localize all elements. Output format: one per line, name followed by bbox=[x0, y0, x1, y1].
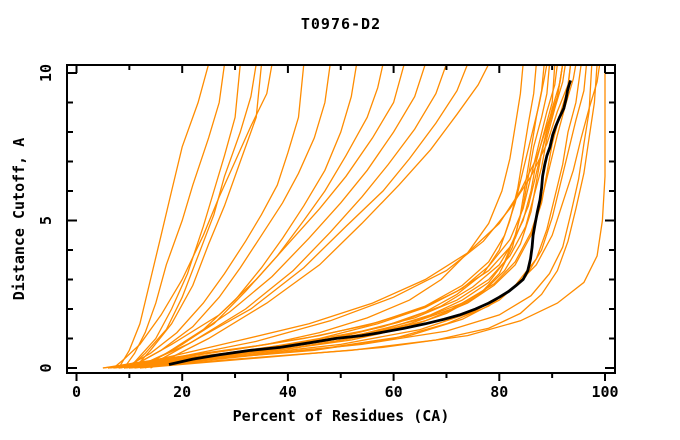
model-curve bbox=[113, 65, 588, 369]
x-tick-label: 0 bbox=[72, 383, 81, 401]
x-tick-label: 100 bbox=[591, 383, 618, 401]
tick-label-group: 0 20 40 60 80 100 0 5 10 bbox=[37, 64, 619, 401]
y-tick-label: 5 bbox=[37, 216, 55, 225]
model-curve bbox=[124, 65, 564, 369]
curve-group bbox=[102, 65, 606, 369]
model-curve bbox=[139, 65, 606, 369]
model-curve bbox=[129, 65, 598, 369]
y-tick-label: 0 bbox=[37, 363, 55, 372]
model-curve bbox=[128, 65, 405, 369]
model-curve bbox=[129, 65, 572, 369]
model-curve bbox=[128, 65, 257, 369]
reference-curve bbox=[168, 79, 572, 366]
x-tick-label: 20 bbox=[173, 383, 191, 401]
plot-border bbox=[66, 64, 616, 374]
model-curve bbox=[134, 65, 263, 369]
model-curve bbox=[134, 65, 358, 369]
model-curve bbox=[118, 65, 556, 369]
model-curve bbox=[118, 65, 210, 369]
model-curve bbox=[124, 65, 577, 369]
model-curve bbox=[102, 65, 548, 369]
model-curve bbox=[123, 65, 305, 369]
x-axis-label: Percent of Residues (CA) bbox=[233, 407, 450, 425]
model-curve bbox=[139, 65, 426, 369]
model-curve bbox=[113, 65, 566, 369]
model-curve bbox=[123, 65, 226, 369]
y-axis-label: Distance Cutoff, A bbox=[10, 138, 28, 301]
chart-title: T0976-D2 bbox=[301, 15, 381, 33]
model-curve bbox=[144, 65, 447, 369]
model-curve bbox=[113, 65, 273, 369]
model-curve bbox=[113, 65, 524, 369]
model-curve bbox=[134, 65, 468, 369]
model-curve bbox=[139, 65, 384, 369]
model-curve bbox=[118, 65, 558, 369]
tick-group bbox=[67, 65, 615, 381]
x-tick-label: 40 bbox=[279, 383, 297, 401]
x-tick-label: 80 bbox=[490, 383, 508, 401]
model-curve bbox=[124, 65, 601, 369]
model-curve bbox=[150, 65, 489, 369]
model-curve bbox=[128, 65, 241, 369]
model-curve bbox=[102, 65, 545, 369]
x-tick-label: 60 bbox=[385, 383, 403, 401]
model-curve bbox=[134, 65, 593, 369]
model-curve bbox=[128, 65, 331, 369]
y-tick-label: 10 bbox=[37, 64, 55, 82]
